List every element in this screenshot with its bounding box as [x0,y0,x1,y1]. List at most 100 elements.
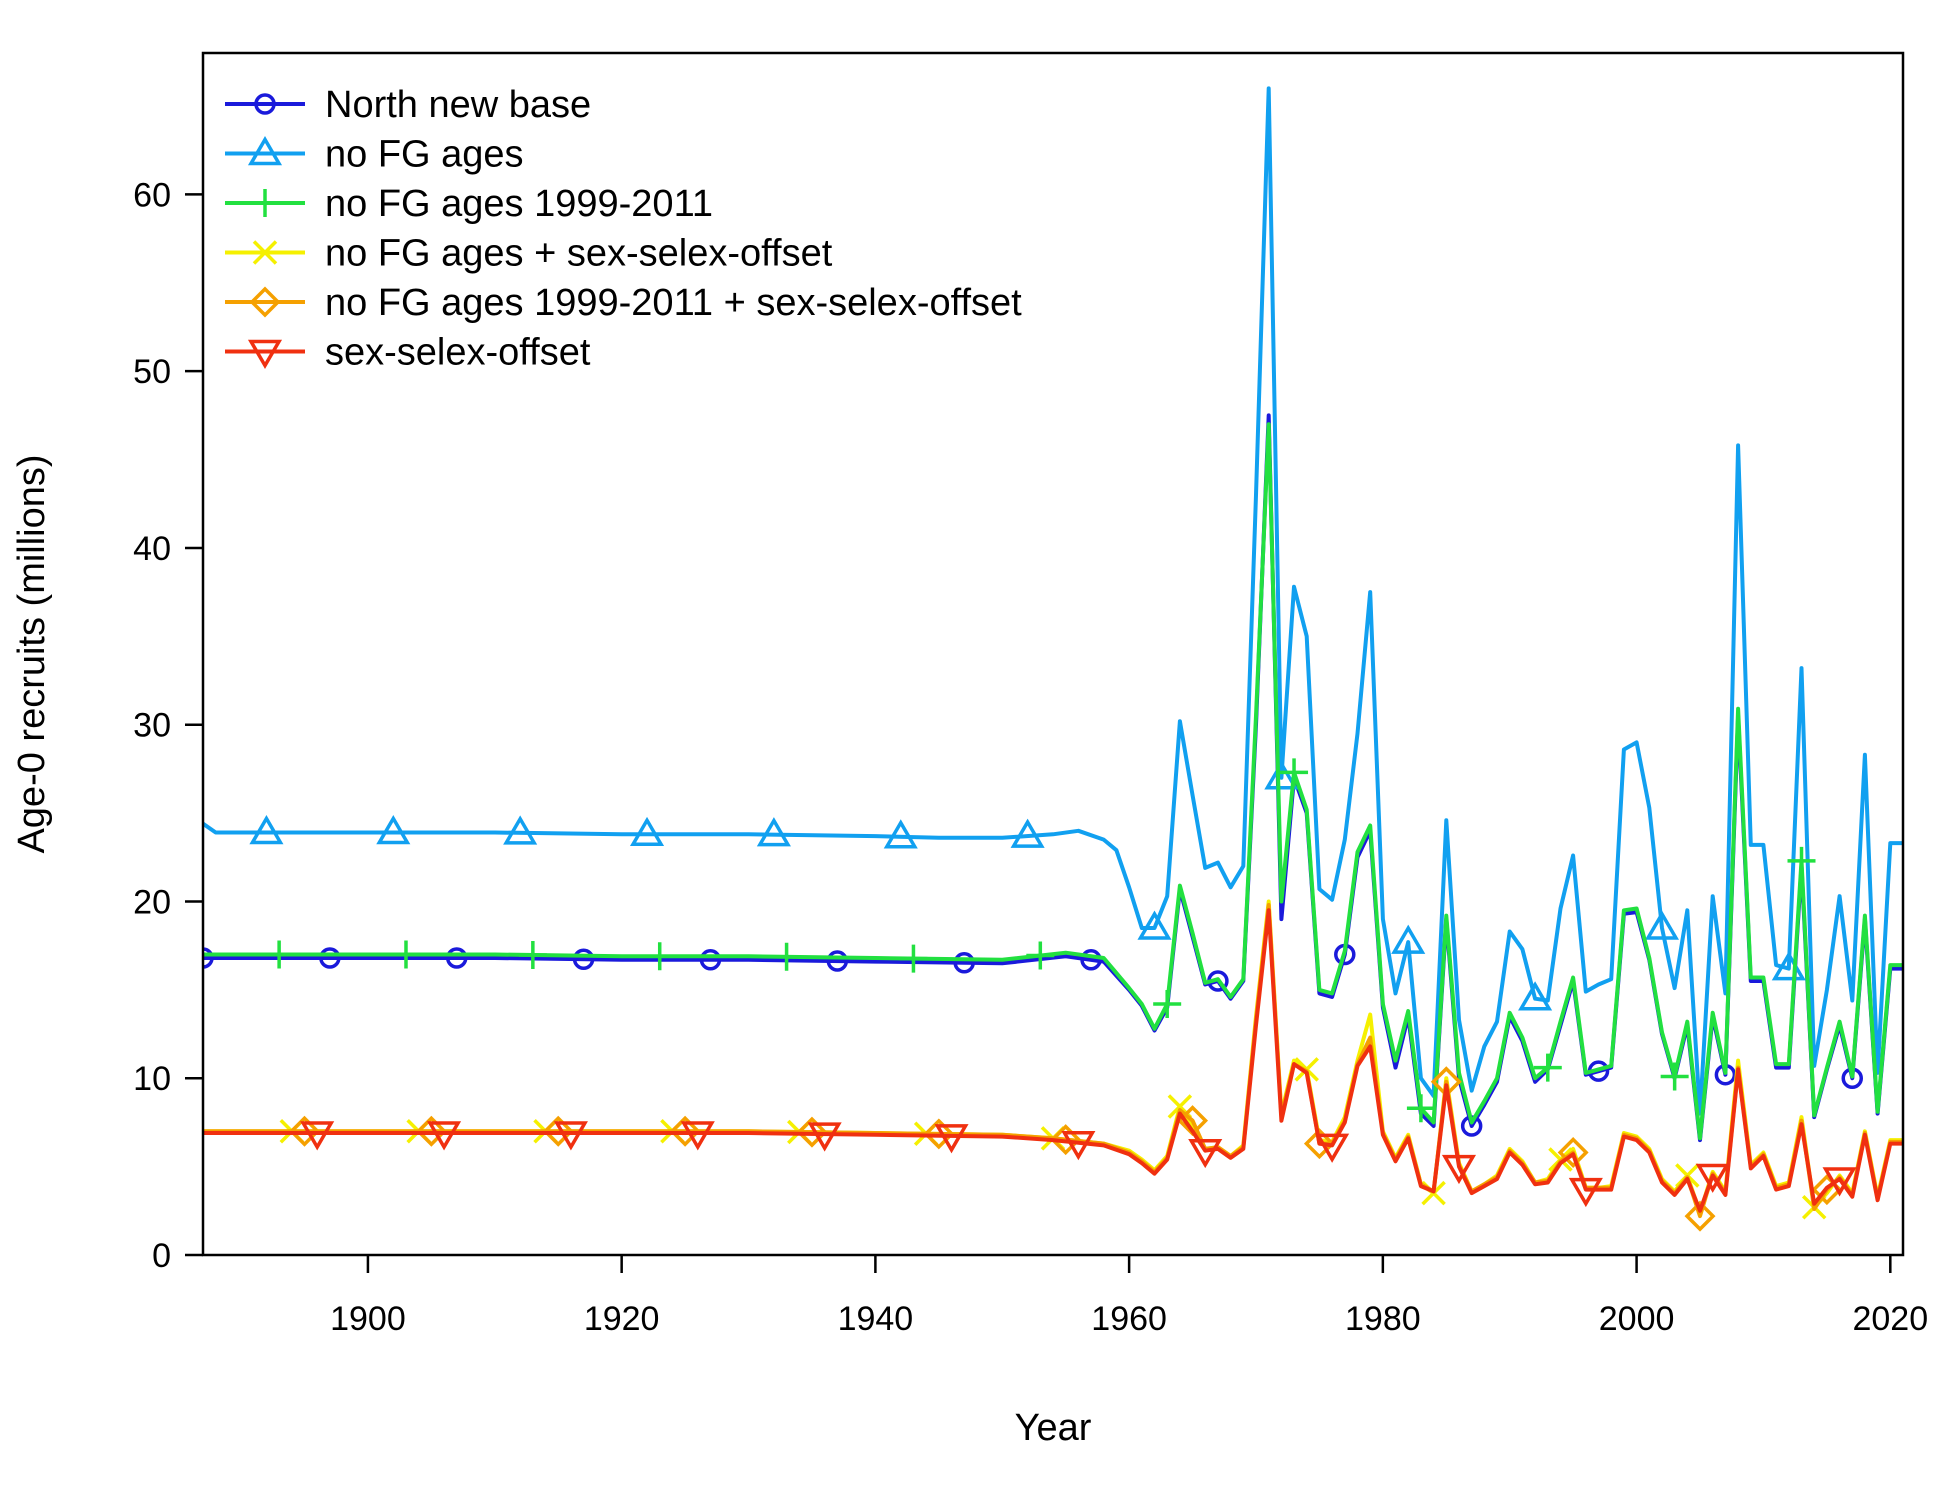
series-marker [1787,846,1816,875]
legend-item: no FG ages 1999-2011 + sex-selex-offset [225,282,1022,324]
y-tick-label: 0 [152,1237,171,1275]
y-tick-label: 40 [133,530,171,568]
legend-marker [249,286,281,318]
series-marker [572,948,595,971]
series-marker [699,949,722,971]
legend-label: no FG ages + sex-selex-offset [325,233,833,275]
legend-marker [252,240,278,265]
series-marker [1010,818,1045,848]
series-marker [1533,1053,1562,1082]
series-5 [203,908,1903,1213]
series-marker [826,950,849,972]
series-marker [1026,941,1055,970]
series-marker [391,940,420,969]
legend-item: sex-selex-offset [225,332,591,374]
series-marker [1822,1167,1857,1197]
y-tick-label: 50 [133,353,171,391]
x-axis: 1900 1920 1940 1960 1980 2000 2020 [330,1255,1928,1338]
series-marker [1660,1062,1689,1091]
series-marker [1695,1163,1730,1193]
series-marker [796,1116,828,1148]
series-marker [1188,1138,1223,1169]
series-marker [1264,760,1299,790]
legend-item: no FG ages 1999-2011 [225,183,713,225]
series-marker [680,1121,715,1151]
series-line [203,422,1903,1141]
series-marker [1061,1131,1096,1161]
series-marker [934,1124,969,1154]
x-tick-label: 1980 [1345,1300,1421,1338]
series-marker [376,815,411,845]
legend-label: no FG ages 1999-2011 [325,183,713,225]
x-axis-label: Year [1015,1407,1092,1449]
series-marker [1137,910,1172,940]
series-marker [1406,1094,1435,1123]
series-marker [1518,981,1553,1011]
legend-label: North new base [325,84,591,126]
series-marker [1280,758,1309,787]
x-tick-label: 1900 [330,1300,406,1338]
series-marker [319,947,341,969]
x-tick-label: 2020 [1852,1300,1928,1338]
plot-frame [201,51,1905,1257]
series-marker [629,816,665,847]
series-marker [249,815,284,845]
y-tick-label: 30 [133,707,171,745]
legend-label: no FG ages 1999-2011 + sex-selex-offset [325,282,1022,324]
series-marker [203,947,214,969]
series-marker [899,944,928,973]
series-marker [645,942,674,971]
x-tick-label: 2000 [1599,1300,1675,1338]
legend: North new base no FG ages no FG ages 1999-… [225,84,1022,374]
series-marker [953,952,975,974]
series-marker [503,815,538,845]
legend-marker [247,339,283,369]
legend-marker [254,93,276,115]
series-marker [1391,924,1426,954]
y-axis-label: Age-0 recruits (millions) [11,454,53,853]
series-marker [1050,1124,1082,1156]
series-marker [426,1121,462,1151]
legend-item: no FG ages + sex-selex-offset [225,233,833,275]
series-marker [1153,989,1182,1018]
series-marker [756,817,791,847]
series-2 [203,422,1903,1141]
series-marker [1644,910,1680,940]
series-marker [518,941,547,970]
series-marker [1557,1137,1589,1168]
y-tick-label: 10 [133,1060,171,1098]
series-marker [1568,1177,1603,1208]
series-marker [1303,1128,1335,1160]
x-tick-label: 1960 [1091,1300,1167,1338]
legend-item: no FG ages [225,134,524,176]
series-marker [445,947,468,969]
series-marker [542,1115,574,1147]
series-marker [923,1118,955,1150]
x-tick-label: 1920 [584,1300,660,1338]
series-layer [203,86,1903,1232]
series-marker [265,940,294,969]
series-line [203,908,1903,1213]
series-marker [300,1121,335,1151]
series-marker [807,1122,842,1152]
y-axis: 0 10 20 30 40 50 60 [133,176,203,1275]
y-tick-label: 20 [133,883,171,921]
legend-marker [251,189,279,217]
legend-item: North new base [225,84,591,126]
series-marker [289,1115,320,1147]
legend-marker [247,136,283,166]
legend-label: sex-selex-offset [325,332,591,374]
legend-label: no FG ages [325,134,524,176]
y-tick-label: 60 [133,176,171,214]
series-marker [883,819,918,849]
series-marker [415,1115,447,1147]
series-marker [669,1115,701,1147]
series-marker [772,942,801,971]
series-marker [553,1121,588,1151]
series-marker [1684,1200,1716,1232]
series-marker [1441,1154,1477,1185]
series-marker [1080,949,1102,971]
series-marker [1315,1133,1350,1163]
